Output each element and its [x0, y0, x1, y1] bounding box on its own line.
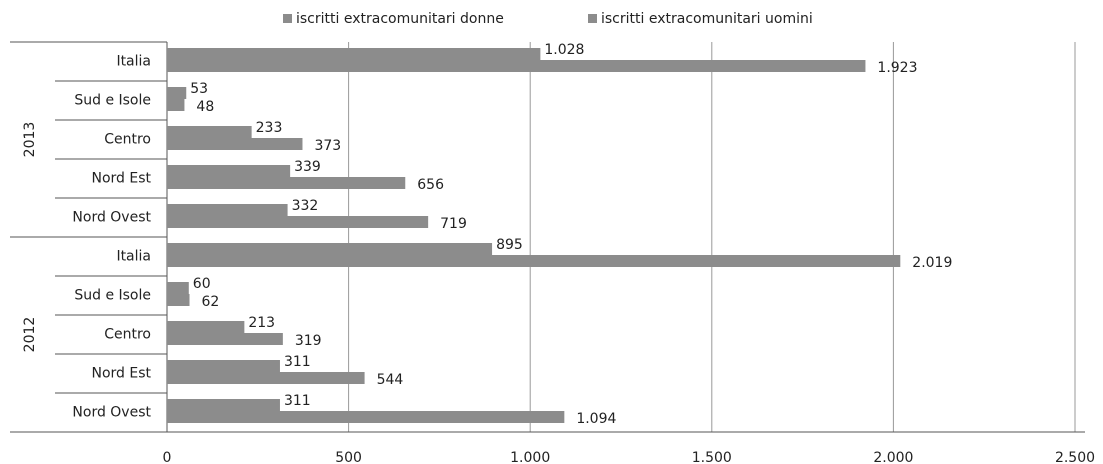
legend-label: iscritti extracomunitari donne	[296, 11, 504, 27]
data-label: 719	[440, 216, 467, 232]
data-label: 48	[196, 99, 214, 115]
bar	[167, 87, 187, 99]
data-label: 53	[190, 81, 208, 97]
data-label: 311	[284, 354, 311, 370]
bar	[167, 243, 493, 255]
data-label: 60	[193, 276, 211, 292]
category-label: Italia	[116, 249, 151, 265]
data-label: 233	[256, 120, 283, 136]
category-label: Centro	[104, 327, 151, 343]
group-label: 2012	[22, 317, 38, 353]
group-label: 2013	[22, 122, 38, 158]
category-label: Sud e Isole	[74, 93, 151, 109]
x-tick-label: 2.500	[1055, 450, 1095, 464]
x-tick-label: 0	[163, 450, 172, 464]
x-tick-label: 500	[335, 450, 362, 464]
bar	[167, 216, 429, 228]
data-label: 339	[294, 159, 321, 175]
bar	[167, 411, 565, 423]
bar	[167, 165, 291, 177]
data-label: 895	[496, 237, 523, 253]
data-label: 1.923	[877, 60, 917, 76]
data-label: 1.028	[544, 42, 584, 58]
x-tick-label: 1.500	[692, 450, 732, 464]
data-label: 213	[248, 315, 275, 331]
data-label: 656	[417, 177, 444, 193]
bar	[167, 99, 185, 111]
data-label: 373	[314, 138, 341, 154]
bar	[167, 48, 541, 60]
bar	[167, 204, 288, 216]
bar	[167, 126, 252, 138]
category-label: Nord Ovest	[72, 405, 151, 421]
legend-swatch	[283, 14, 292, 23]
bar	[167, 360, 280, 372]
bar	[167, 255, 901, 267]
bar	[167, 177, 406, 189]
bar	[167, 372, 365, 384]
data-label: 2.019	[912, 255, 952, 271]
legend-swatch	[588, 14, 597, 23]
data-label: 319	[295, 333, 322, 349]
category-label: Italia	[116, 54, 151, 70]
data-label: 62	[202, 294, 220, 310]
x-tick-label: 2.000	[873, 450, 913, 464]
bar	[167, 399, 280, 411]
x-tick-label: 1.000	[510, 450, 550, 464]
data-label: 1.094	[576, 411, 616, 427]
bar	[167, 282, 189, 294]
bar	[167, 321, 245, 333]
data-label: 332	[292, 198, 319, 214]
data-label: 544	[377, 372, 404, 388]
bar	[167, 333, 283, 345]
bar	[167, 294, 190, 306]
bar	[167, 60, 866, 72]
data-label: 311	[284, 393, 311, 409]
category-label: Sud e Isole	[74, 288, 151, 304]
category-label: Nord Ovest	[72, 210, 151, 226]
legend-label: iscritti extracomunitari uomini	[601, 11, 813, 27]
category-label: Nord Est	[91, 171, 151, 187]
category-label: Nord Est	[91, 366, 151, 382]
category-label: Centro	[104, 132, 151, 148]
bar	[167, 138, 303, 150]
